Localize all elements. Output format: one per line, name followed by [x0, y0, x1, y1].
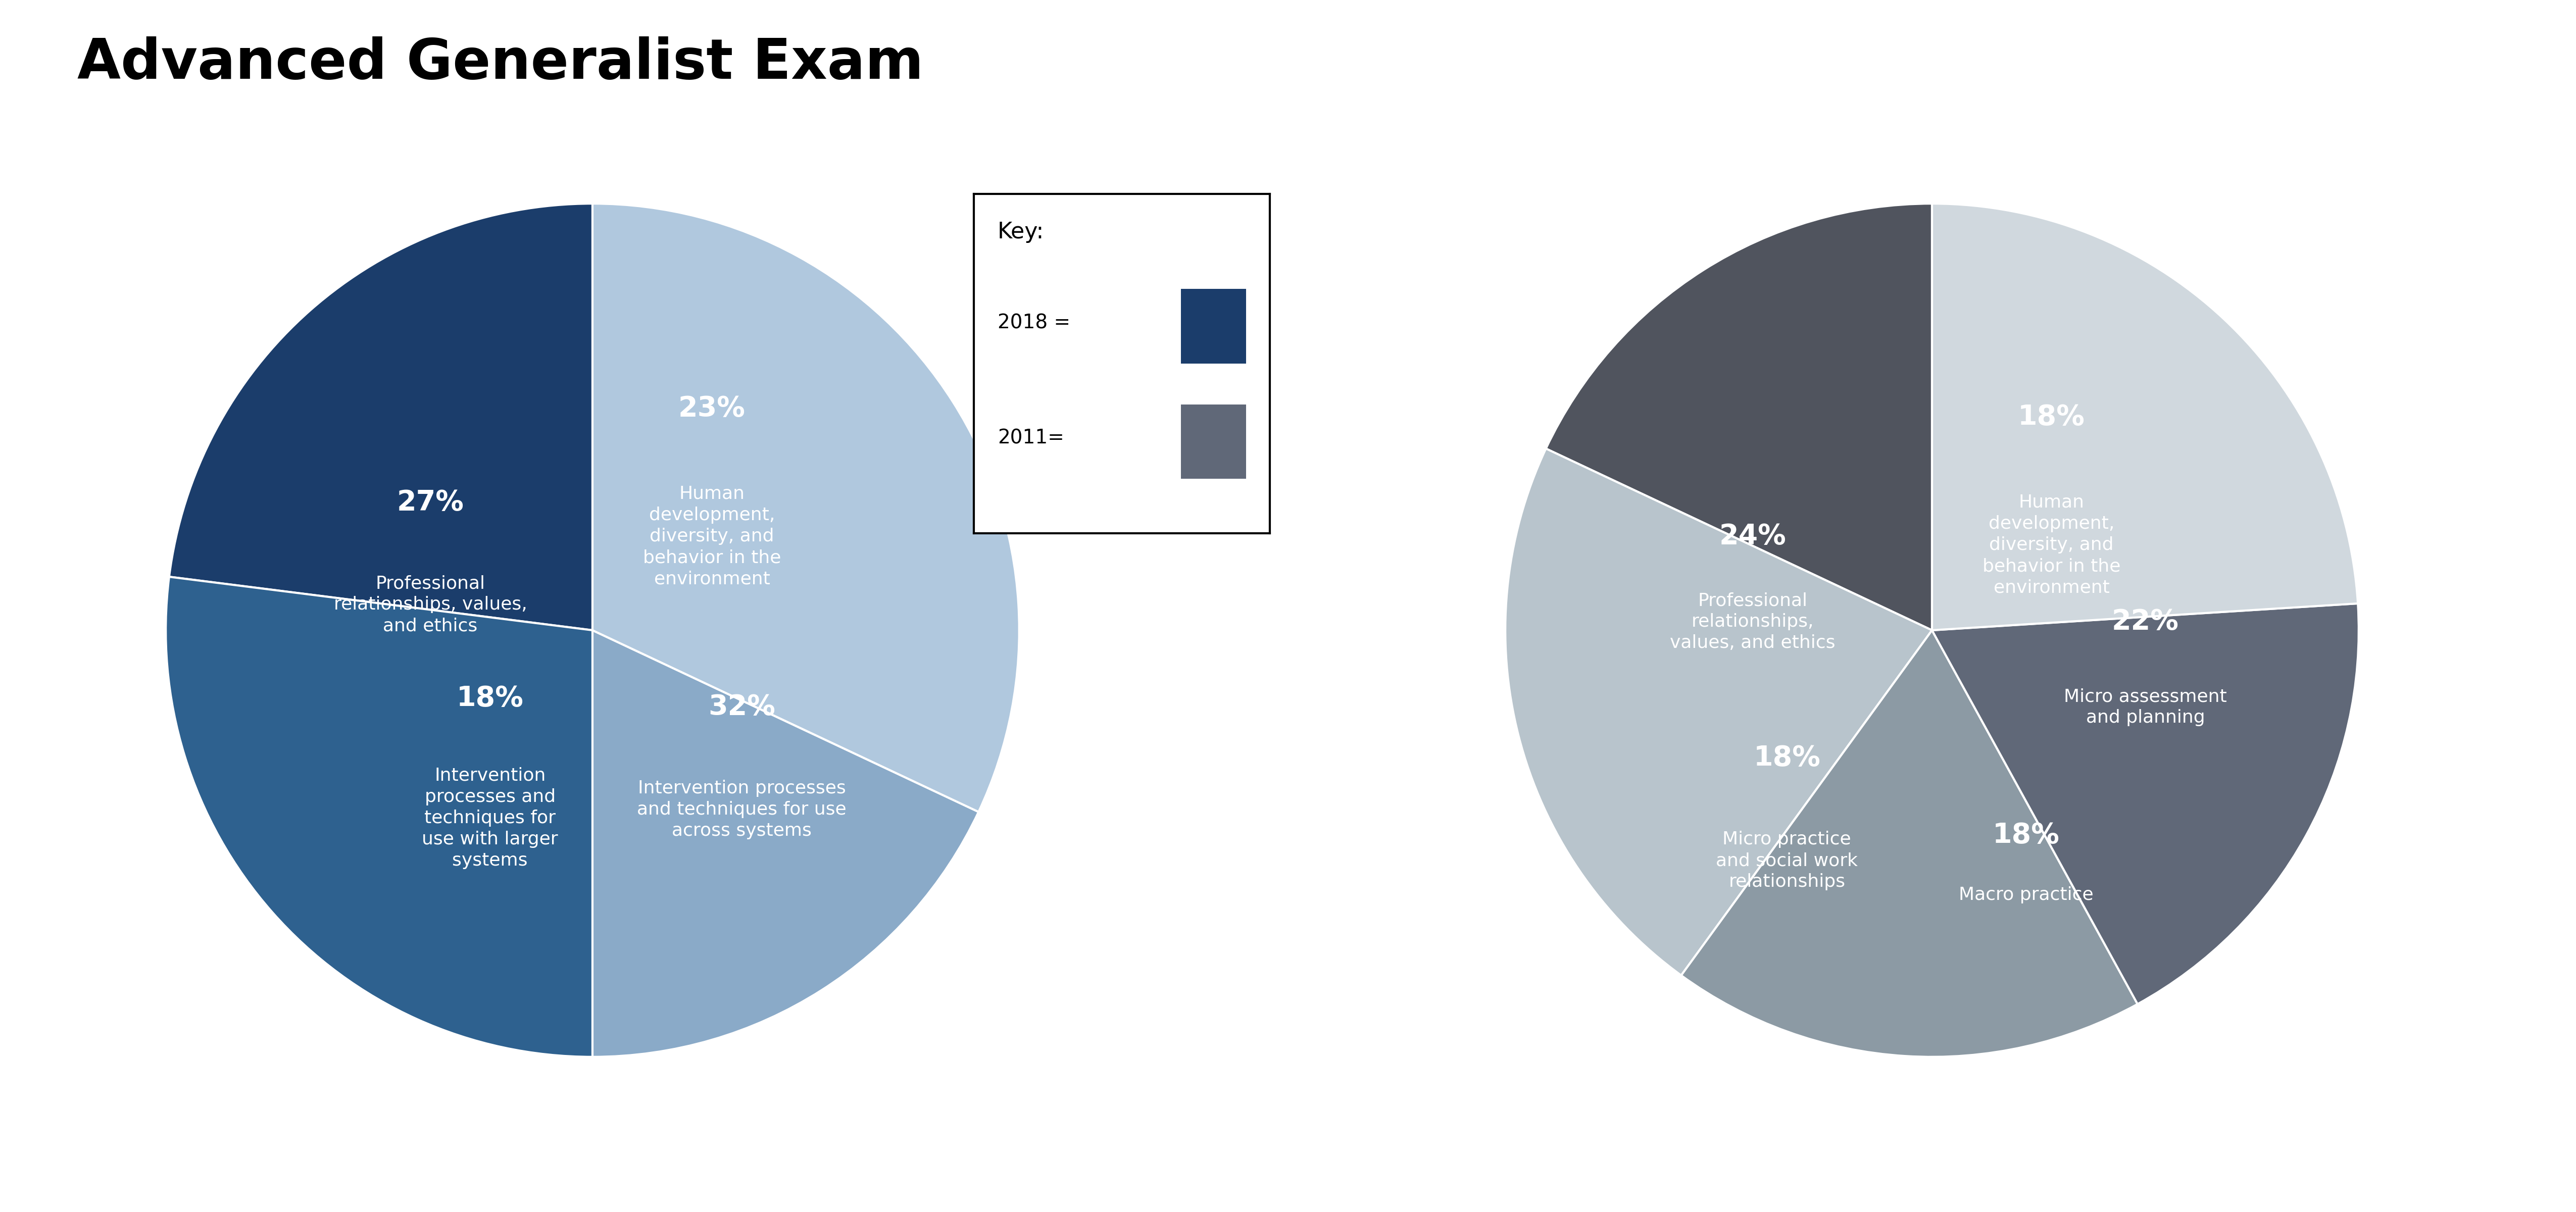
Text: Advanced Generalist Exam: Advanced Generalist Exam: [77, 36, 925, 91]
Text: 27%: 27%: [397, 488, 464, 516]
Text: 22%: 22%: [2112, 608, 2179, 635]
Text: Human
development,
diversity, and
behavior in the
environment: Human development, diversity, and behavi…: [1984, 493, 2120, 596]
Bar: [1180, 405, 1247, 479]
Text: 2018 =: 2018 =: [997, 313, 1069, 332]
Text: 18%: 18%: [1754, 744, 1821, 772]
Wedge shape: [1932, 204, 2357, 630]
Text: Macro practice: Macro practice: [1958, 886, 2094, 903]
Text: 18%: 18%: [456, 685, 523, 713]
Wedge shape: [592, 204, 1020, 812]
Text: 32%: 32%: [708, 693, 775, 721]
Text: 18%: 18%: [2017, 404, 2084, 430]
Text: Micro practice
and social work
relationships: Micro practice and social work relations…: [1716, 830, 1857, 891]
Wedge shape: [1504, 448, 1932, 976]
Text: Key:: Key:: [997, 221, 1043, 242]
Text: 23%: 23%: [677, 395, 744, 422]
Wedge shape: [592, 630, 979, 1057]
Wedge shape: [170, 204, 592, 630]
Text: 18%: 18%: [1991, 822, 2058, 848]
Wedge shape: [165, 577, 592, 1057]
Text: Human
development,
diversity, and
behavior in the
environment: Human development, diversity, and behavi…: [644, 485, 781, 588]
Text: Professional
relationships,
values, and ethics: Professional relationships, values, and …: [1669, 591, 1837, 652]
Text: 24%: 24%: [1718, 522, 1785, 550]
Wedge shape: [1546, 204, 1932, 630]
Bar: [1180, 288, 1247, 364]
Text: Intervention processes
and techniques for use
across systems: Intervention processes and techniques fo…: [636, 779, 848, 839]
Text: Intervention
processes and
techniques for
use with larger
systems: Intervention processes and techniques fo…: [422, 767, 559, 869]
Text: Professional
relationships, values,
and ethics: Professional relationships, values, and …: [335, 574, 528, 635]
Wedge shape: [1682, 630, 2138, 1057]
Wedge shape: [1932, 604, 2360, 1004]
Text: 2011=: 2011=: [997, 429, 1064, 448]
Text: Micro assessment
and planning: Micro assessment and planning: [2063, 688, 2226, 726]
